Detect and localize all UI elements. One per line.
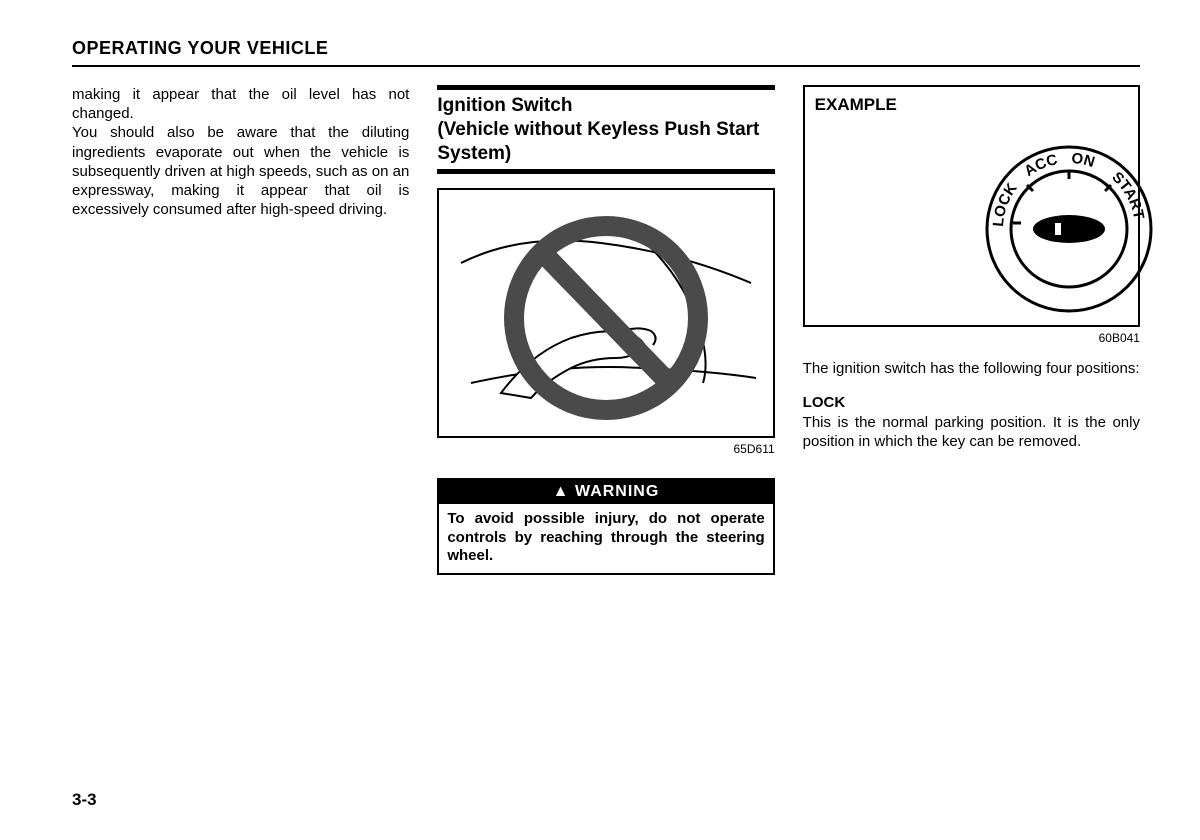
header-rule	[72, 65, 1140, 67]
svg-text:ACC: ACC	[1022, 151, 1060, 180]
page-header-title: OPERATING YOUR VEHICLE	[72, 38, 1140, 65]
figure-code-2: 60B041	[803, 331, 1140, 345]
steering-prohibit-illustration	[441, 193, 771, 433]
col3-intro: The ignition switch has the following fo…	[803, 359, 1140, 378]
figure-code-1: 65D611	[437, 442, 774, 456]
ignition-label-acc: ACC	[1022, 151, 1060, 180]
figure-steering-prohibit	[437, 188, 774, 438]
ignition-switch-illustration: LOCK ACC ON START	[959, 129, 1179, 319]
column-2: Ignition Switch (Vehicle without Keyless…	[437, 85, 774, 575]
column-1: making it appear that the oil level has …	[72, 85, 409, 575]
lock-body: This is the normal parking position. It …	[803, 413, 1140, 451]
section-heading: Ignition Switch (Vehicle without Keyless…	[437, 90, 774, 169]
example-box: EXAMPLE LOCK	[803, 85, 1140, 327]
column-3: EXAMPLE LOCK	[803, 85, 1140, 575]
ignition-label-on: ON	[1071, 150, 1097, 171]
warning-triangle-icon: ▲	[553, 483, 570, 500]
warning-title-text: WARNING	[575, 483, 659, 500]
example-label: EXAMPLE	[815, 95, 1128, 115]
col1-paragraph: making it appear that the oil level has …	[72, 85, 409, 219]
lock-subhead: LOCK	[803, 394, 1140, 411]
section-bar-bottom	[437, 169, 774, 174]
warning-body-text: To avoid possible injury, do not operate…	[439, 504, 772, 573]
content-columns: making it appear that the oil level has …	[72, 85, 1140, 575]
svg-text:ON: ON	[1071, 150, 1097, 171]
page-number: 3-3	[72, 790, 97, 810]
warning-header: ▲ WARNING	[439, 480, 772, 504]
warning-box: ▲ WARNING To avoid possible injury, do n…	[437, 478, 774, 575]
